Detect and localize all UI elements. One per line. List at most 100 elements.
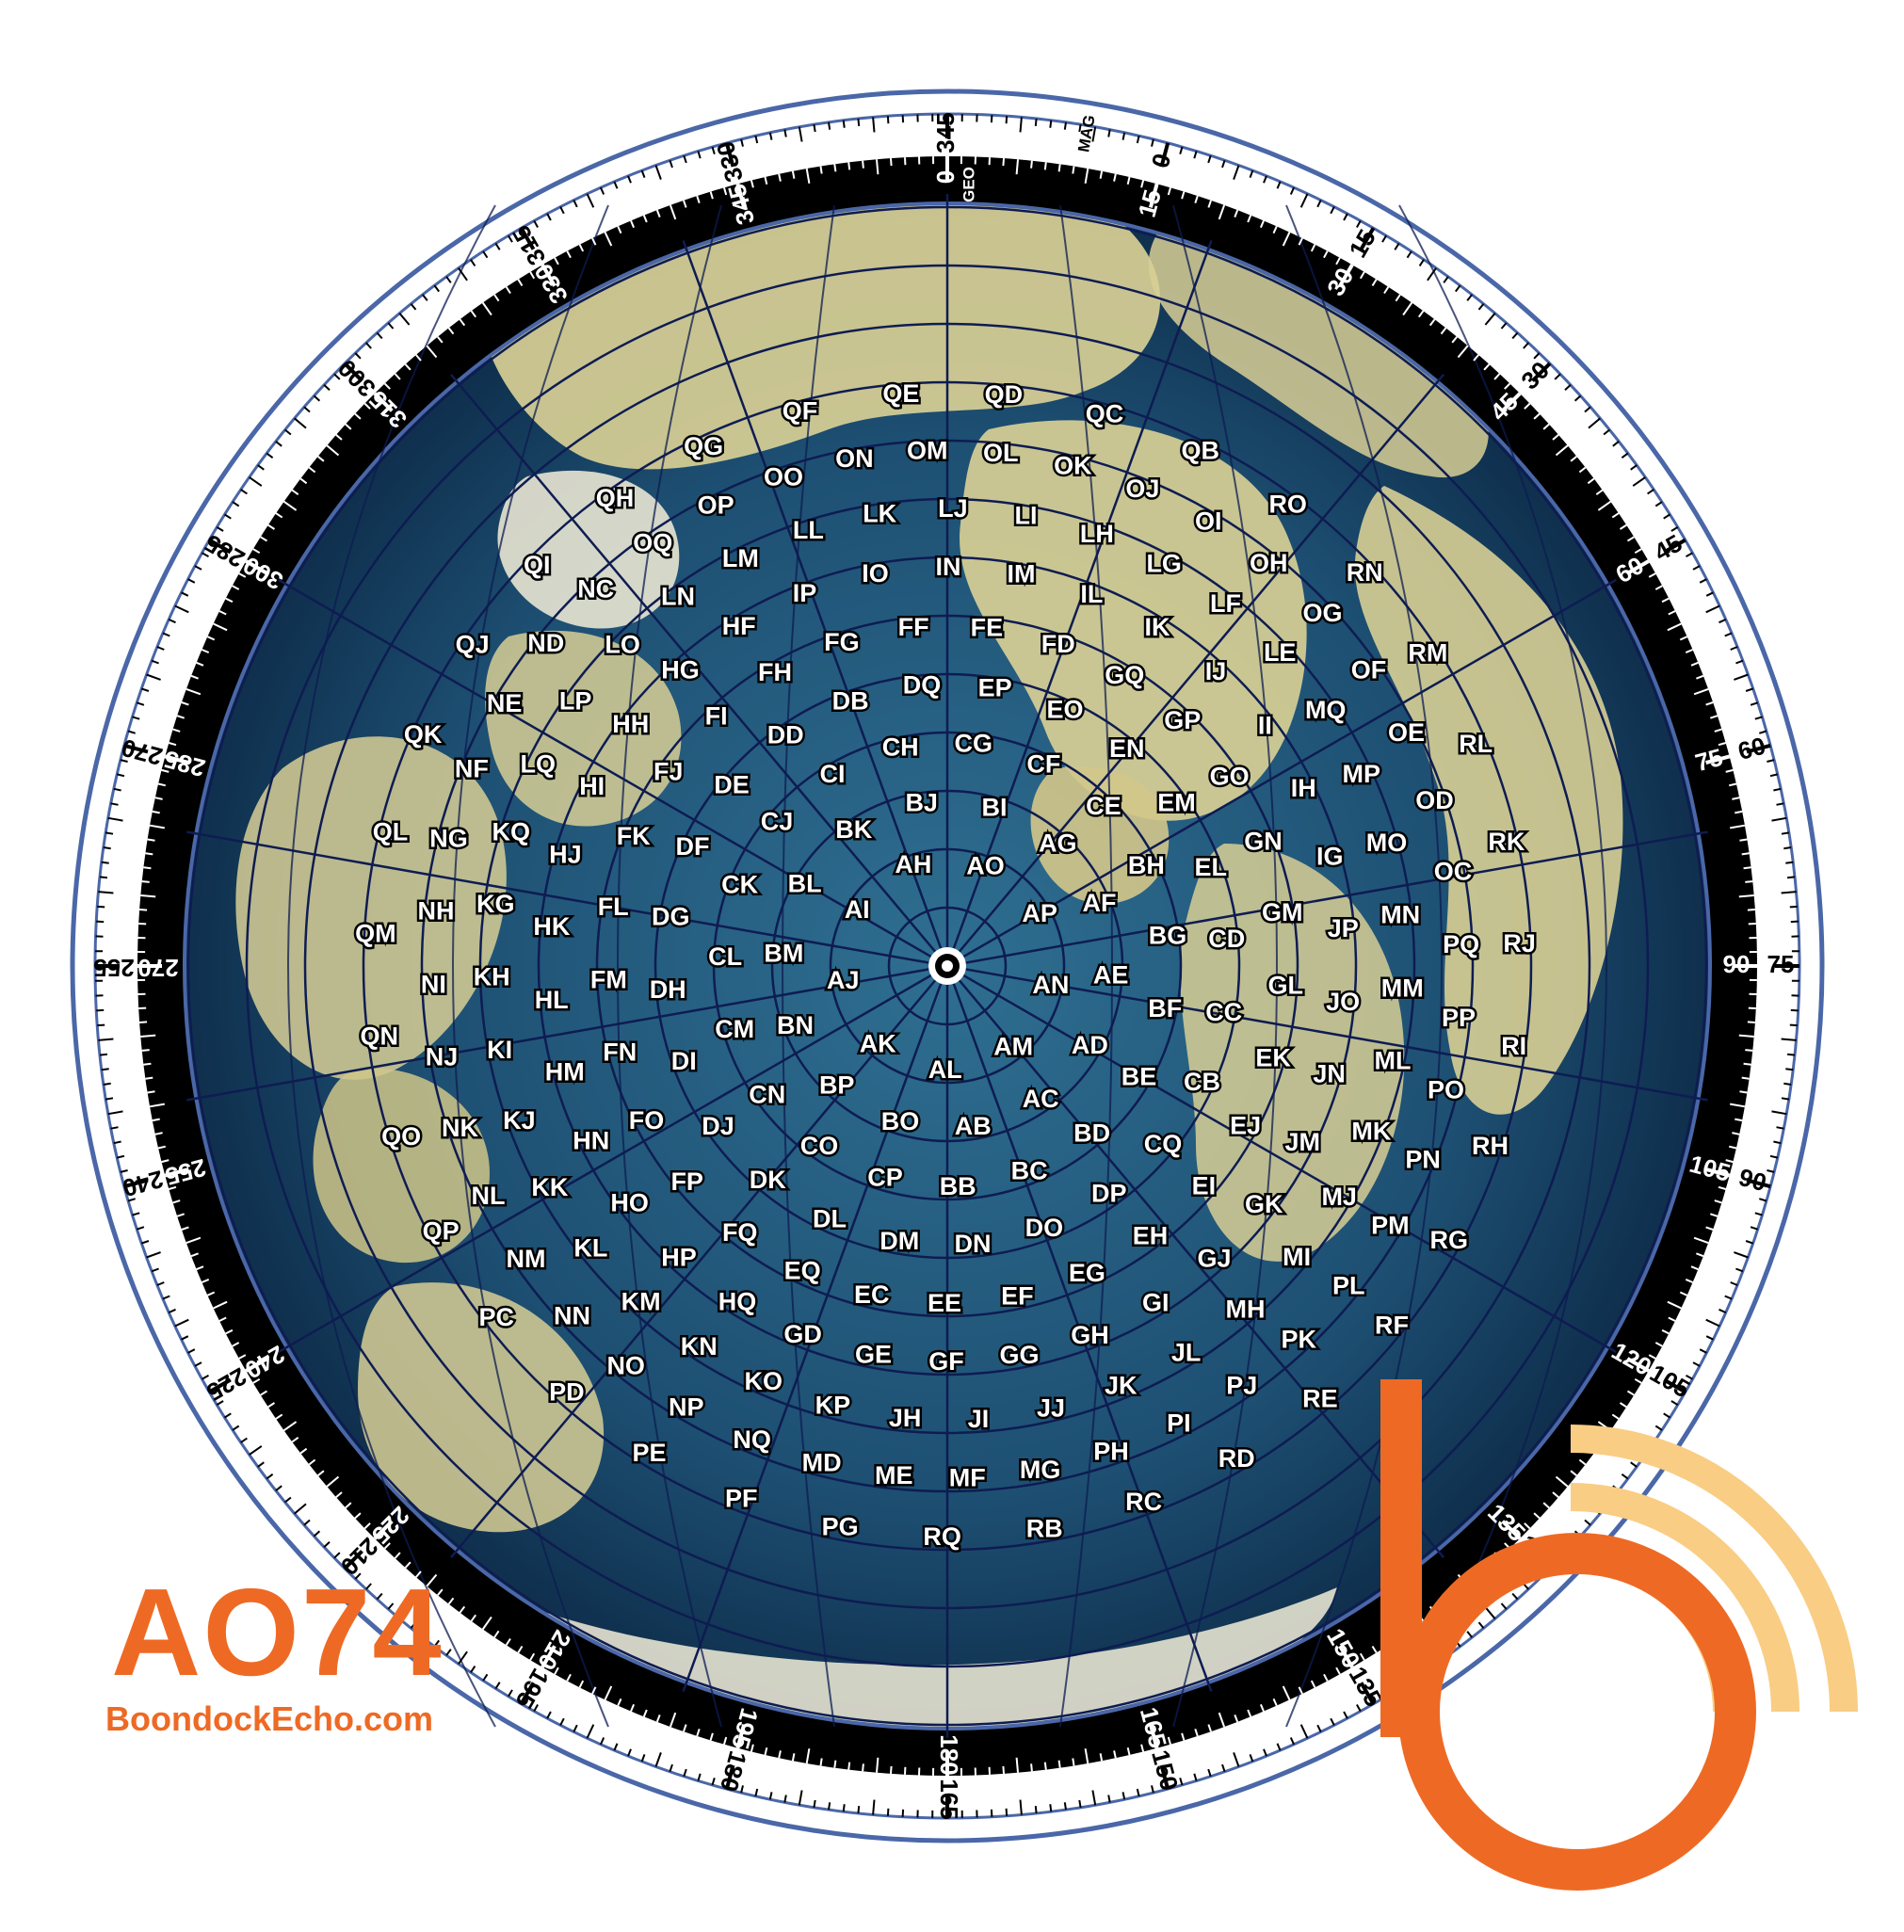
grid-square-label: QP [423,1216,460,1245]
scale-tick [1740,840,1748,841]
scale-tick [814,124,815,132]
grid-square-label: PQ [1443,930,1479,958]
grid-square-label: FF [898,613,929,641]
scale-tick [1003,1766,1004,1774]
scale-tick [1782,1039,1797,1040]
grid-square-label: AJ [827,966,860,994]
scale-tick [903,115,904,122]
grid-square-label: GQ [1105,661,1144,689]
grid-square-label: FI [705,702,728,731]
scale-tick [1007,1809,1008,1816]
grid-square-label: HP [661,1243,697,1271]
grid-square-label: OC [1434,858,1473,886]
grid-square-label: BE [1121,1063,1157,1091]
grid-square-label: BJ [905,788,938,816]
scale-tick [1045,1763,1046,1770]
grid-square-label: CN [749,1080,785,1108]
grid-square-label: KO [745,1367,783,1395]
grid-square-label: RN [1347,558,1383,587]
scale-tick [1065,1802,1066,1810]
grid-square-label: GF [928,1347,964,1376]
grid-square-label: EM [1157,788,1196,816]
grid-square-label: OQ [633,529,672,557]
grid-square-label: NH [418,896,455,925]
grid-square-label: OG [1302,599,1342,627]
scale-tick [1079,1800,1080,1808]
grid-square-label: AO [966,852,1005,880]
scale-tick [1739,1036,1754,1037]
bearing-number: 180 [935,1734,963,1775]
grid-square-label: CH [882,733,919,761]
scale-tick [1782,892,1797,893]
grid-square-label: PM [1371,1211,1410,1239]
grid-square-label: HF [722,612,756,640]
scale-tick [821,1759,822,1766]
grid-square-label: RO [1268,490,1307,518]
grid-square-label: BP [819,1071,855,1100]
grid-square-label: CP [867,1164,903,1192]
grid-square-label: RI [1501,1032,1526,1060]
grid-square-label: FO [629,1106,665,1135]
grid-square-label: NI [421,970,446,998]
scale-tick [848,162,849,169]
grid-square-label: IJ [1205,657,1227,685]
grid-square-label: DI [671,1047,697,1075]
scale-tick [814,1800,815,1808]
grid-square-label: KK [531,1173,568,1201]
grid-square-label: OL [983,439,1019,467]
grid-square-label: HK [533,912,570,941]
grid-square-label: AH [895,850,931,878]
grid-square-label: CL [708,942,742,971]
grid-square-label: CQ [1144,1130,1183,1158]
scale-tick [1745,881,1752,882]
scale-tick [97,907,105,908]
grid-square-label: JM [1285,1128,1321,1156]
grid-square-label: HJ [549,841,582,869]
scale-tick [140,895,155,896]
grid-square-label: KG [476,890,515,918]
grid-square-label: GN [1244,828,1283,856]
scale-tick [903,1810,904,1817]
scale-tick [1790,1025,1798,1026]
grid-square-label: JH [889,1404,922,1432]
grid-square-label: QD [985,380,1024,409]
grid-square-label: PF [725,1484,758,1512]
scale-tick [102,1069,109,1070]
grid-square-label: AK [860,1029,896,1057]
grid-square-label: DD [767,721,804,749]
grid-square-label: HH [612,710,649,738]
grid-square-label: EQ [784,1257,821,1285]
grid-square-label: BC [1011,1156,1048,1184]
scale-tick [1017,1758,1018,1773]
grid-square-label: QM [355,919,396,947]
grid-square-label: LF [1210,589,1241,618]
scale-tick [1782,1098,1789,1099]
grid-square-label: GJ [1197,1245,1231,1273]
grid-square-label: GE [855,1341,892,1369]
grid-square-label: PI [1167,1409,1191,1438]
scale-tick [142,1050,150,1051]
grid-square-label: DB [832,686,869,715]
grid-square-label: EF [1001,1281,1034,1310]
scale-tick [1744,1064,1751,1065]
grid-square-label: OI [1195,507,1222,536]
scale-tick [1036,1806,1037,1813]
grid-square-label: BH [1128,851,1165,879]
grid-square-label: DG [652,902,690,930]
grid-square-label: MP [1343,760,1381,788]
grid-square-label: FG [824,628,860,656]
scale-tick [98,892,113,893]
grid-square-label: LN [661,583,695,611]
grid-square-label: LQ [521,749,557,778]
website-link[interactable]: BoondockEcho.com [105,1702,433,1736]
grid-square-label: CC [1205,998,1242,1026]
scale-tick [829,1802,830,1810]
grid-square-label: PO [1428,1076,1464,1104]
grid-square-label: RG [1430,1226,1469,1254]
grid-square-label: KL [573,1234,607,1263]
scale-tick [148,1091,155,1092]
grid-square-label: DL [813,1205,847,1233]
grid-square-label: MO [1366,829,1408,857]
grid-square-label: BK [835,815,872,844]
scale-tick [1744,867,1751,868]
